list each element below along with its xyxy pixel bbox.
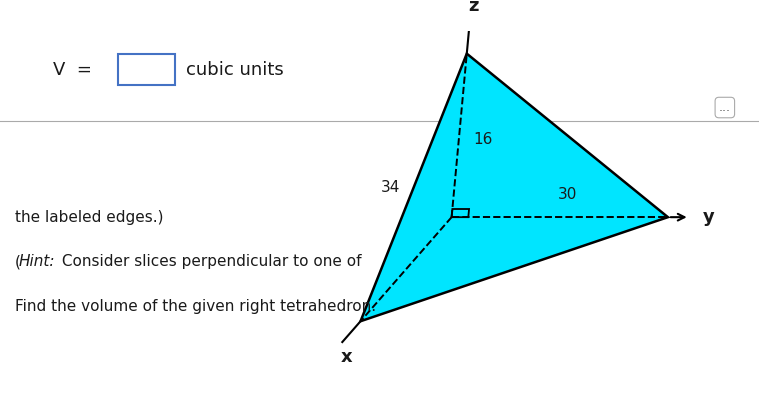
Text: x: x [340, 348, 352, 366]
FancyBboxPatch shape [118, 54, 175, 85]
Text: ...: ... [719, 101, 731, 114]
Text: the labeled edges.): the labeled edges.) [15, 210, 164, 225]
Polygon shape [361, 54, 668, 321]
Text: Find the volume of the given right tetrahedron.: Find the volume of the given right tetra… [15, 299, 376, 314]
Text: 30: 30 [558, 187, 577, 202]
Text: Hint:: Hint: [19, 254, 55, 269]
Text: z: z [468, 0, 479, 15]
Text: 34: 34 [380, 180, 400, 195]
Text: V  =: V = [53, 60, 92, 79]
Text: y: y [703, 208, 715, 226]
Text: (: ( [15, 254, 21, 269]
Text: Consider slices perpendicular to one of: Consider slices perpendicular to one of [57, 254, 361, 269]
Text: cubic units: cubic units [186, 60, 284, 79]
Text: 16: 16 [473, 132, 493, 147]
